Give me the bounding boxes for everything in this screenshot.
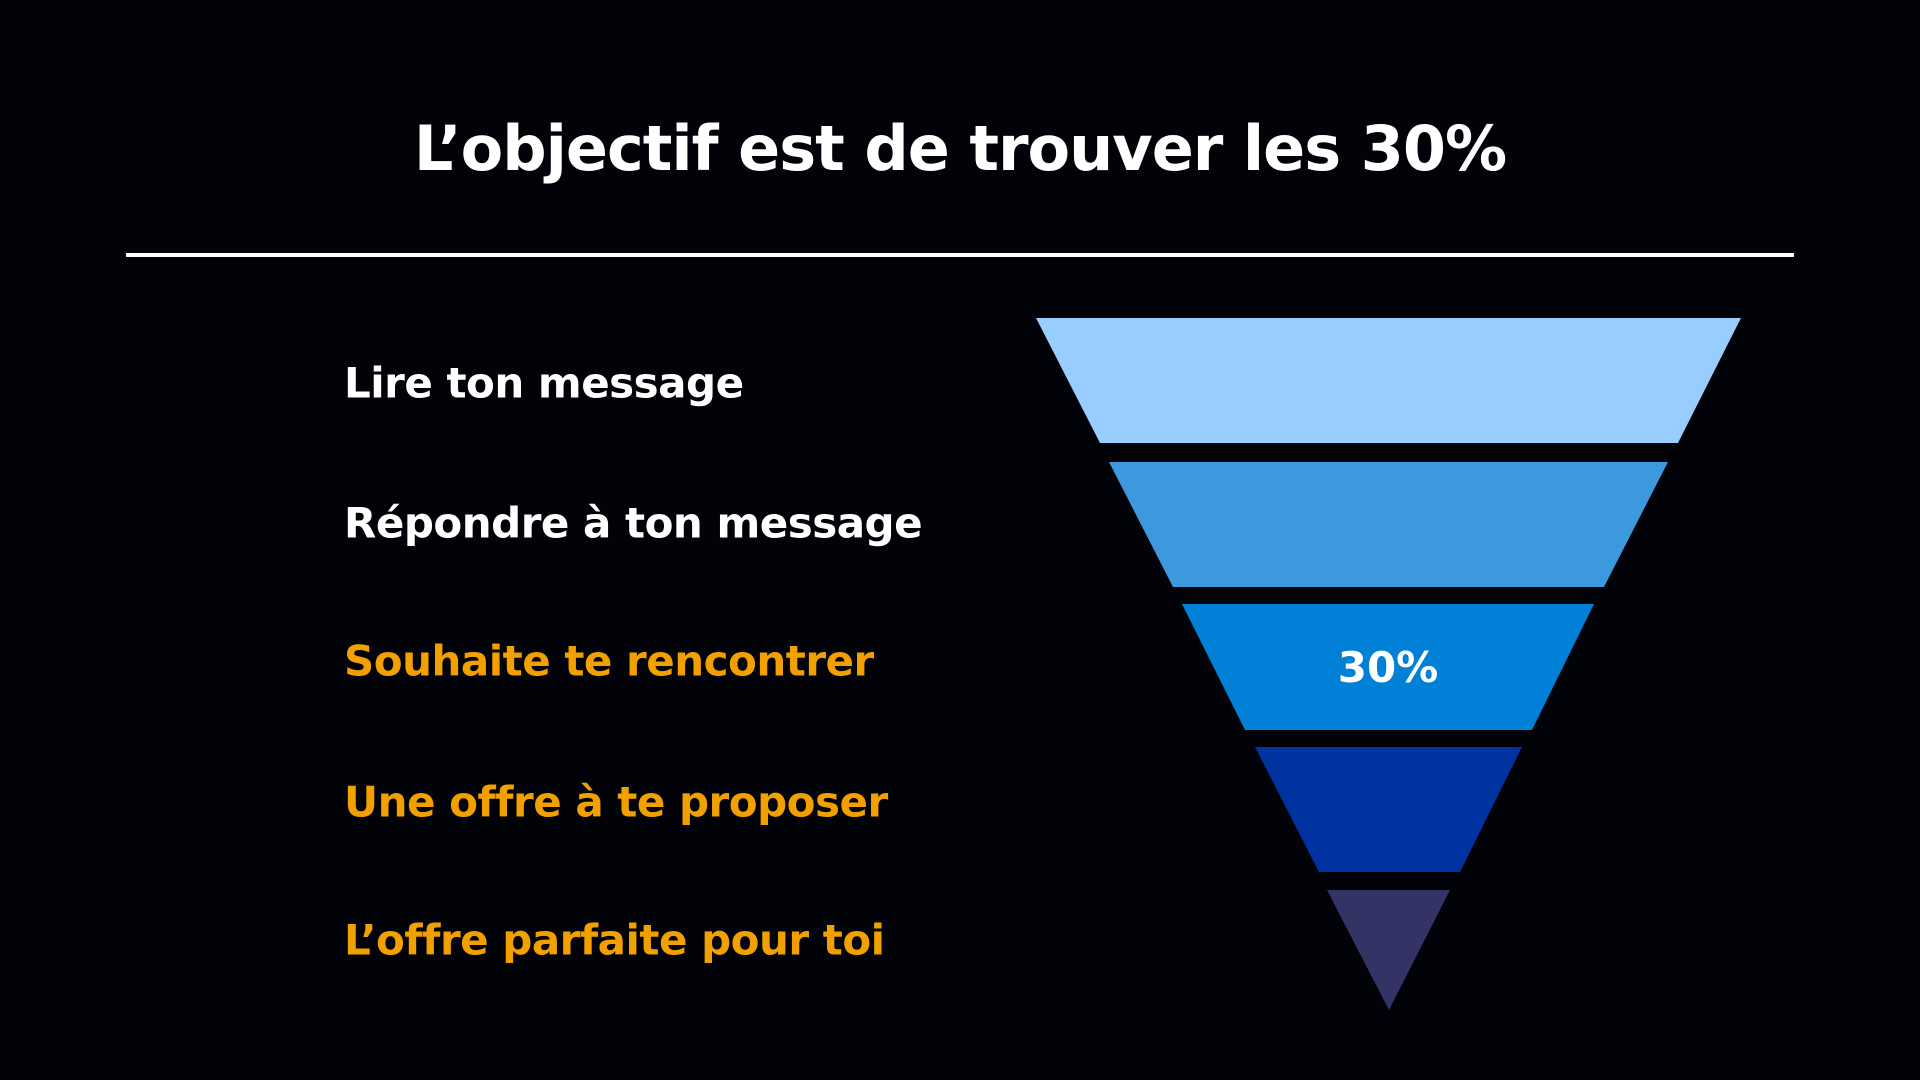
title-divider	[126, 253, 1794, 257]
funnel-stage-label: Lire ton message	[344, 358, 744, 408]
slide-title: L’objectif est de trouver les 30%	[413, 112, 1507, 185]
funnel-stage-label: Une offre à te proposer	[344, 777, 888, 827]
funnel-stage-label: L’offre parfaite pour toi	[344, 915, 885, 965]
funnel-stage-label: Souhaite te rencontrer	[344, 636, 874, 686]
funnel-stage-2	[1109, 462, 1668, 587]
funnel-stage-badge: 30%	[1338, 643, 1439, 692]
funnel-stage-label: Répondre à ton message	[344, 498, 923, 548]
funnel-stage-1	[1036, 318, 1741, 443]
funnel-stage-3	[1182, 604, 1594, 730]
funnel-stage-4	[1255, 747, 1522, 872]
funnel-stage-5	[1327, 890, 1450, 1010]
